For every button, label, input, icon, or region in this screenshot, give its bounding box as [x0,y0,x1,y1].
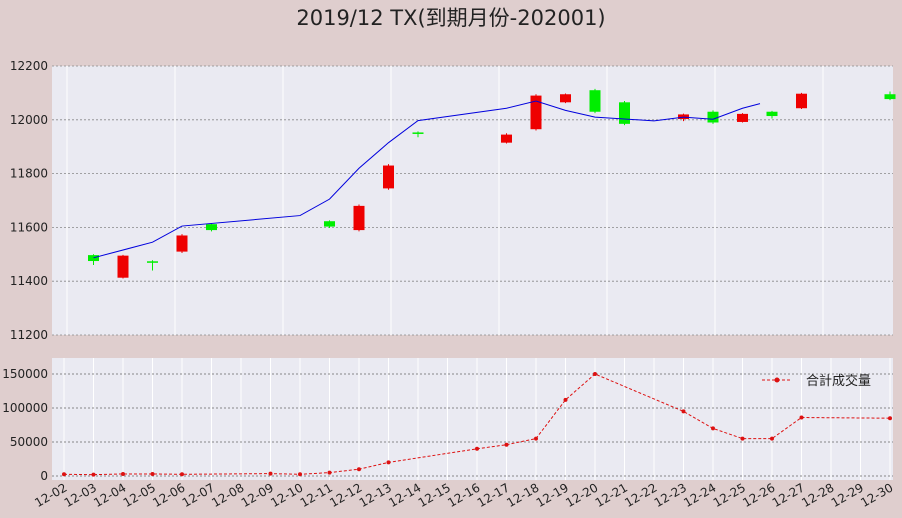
volume-legend: 合計成交量 [762,373,871,389]
volume-point [740,436,745,441]
volume-point [888,416,892,421]
volume-grid [52,358,893,480]
x-tick-label: 12-26 [740,480,777,510]
candle-body [501,134,512,143]
candle-body [383,165,394,189]
x-tick-label: 12-18 [504,480,541,510]
price-y-tick-label: 11200 [10,328,48,342]
x-tick-label: 12-22 [622,480,659,510]
x-tick-label: 12-29 [829,480,866,510]
x-tick-label: 12-05 [121,480,158,510]
x-tick-label: 12-17 [475,480,512,510]
candle-body [88,255,99,262]
volume-point [799,415,804,420]
x-tick-label: 12-20 [563,480,600,510]
ma-polyline [93,100,761,259]
volume-y-tick-label: 100000 [2,401,48,415]
x-tick-label: 12-21 [593,480,630,510]
candle-body [737,113,748,122]
volume-point [268,471,273,476]
volume-series [62,372,892,477]
x-tick-label: 12-09 [239,480,276,510]
chart-title: 2019/12 TX(到期月份-202001) [296,6,606,30]
x-tick-label: 12-02 [32,480,69,510]
volume-point [298,472,302,477]
volume-point [121,471,125,476]
x-tick-label: 12-30 [858,480,895,510]
x-tick-label: 12-19 [534,480,571,510]
x-tick-label: 12-11 [298,480,335,510]
x-tick-label: 12-06 [150,480,187,510]
price-y-tick-label: 11600 [10,220,48,234]
price-y-tick-label: 12000 [10,113,48,127]
x-tick-label: 12-25 [711,480,748,510]
candle-body [412,132,424,134]
candlesticks [88,88,896,279]
x-tick-label: 12-10 [268,480,305,510]
x-tick-label: 12-03 [62,480,99,510]
x-tick-label: 12-08 [209,480,246,510]
volume-point [711,426,715,431]
candle-body [707,111,719,123]
volume-point [386,460,391,465]
x-tick-label: 12-12 [327,480,364,510]
candle-body [324,221,335,227]
volume-point [681,409,686,414]
candle-body [353,205,365,231]
volume-point [150,471,155,476]
legend-label: 合計成交量 [806,373,871,389]
volume-point [534,436,538,441]
volume-point [504,442,509,447]
volume-point [563,397,568,402]
x-tick-label: 12-15 [416,480,453,510]
volume-y-tick-label: 50000 [10,435,48,449]
candle-body [884,94,896,100]
x-tick-label: 12-04 [91,480,128,510]
candle-body [560,94,571,103]
legend-marker [774,377,780,383]
price-y-tick-label: 11400 [10,274,48,288]
price-y-axis-ticks: 11200 11400 11600 11800 12000 12200 [10,59,48,342]
volume-point [770,436,774,441]
volume-plot-area [52,358,893,480]
x-axis-ticks: 12-0212-0312-0412-0512-0612-0712-0812-09… [32,480,895,510]
price-y-tick-label: 12200 [10,59,48,73]
x-tick-label: 12-28 [799,480,836,510]
volume-point [180,472,184,477]
moving-average-line [93,100,761,259]
x-tick-label: 12-13 [357,480,394,510]
volume-point [357,467,361,472]
x-tick-label: 12-14 [386,480,423,510]
candle-body [619,102,630,124]
volume-point [475,446,479,451]
volume-point [327,470,332,475]
x-tick-label: 12-07 [180,480,217,510]
candle-body [117,255,129,278]
candle-body [147,261,158,263]
price-plot-area [52,66,893,335]
volume-point [62,472,66,477]
candle-body [589,90,601,112]
volume-y-tick-label: 150000 [2,367,48,381]
x-tick-label: 12-27 [770,480,807,510]
candle-body [206,224,217,231]
price-grid [52,65,893,336]
candle-body [176,235,188,252]
volume-point [91,472,96,477]
volume-y-tick-label: 0 [40,469,48,483]
price-y-tick-label: 11800 [10,167,48,181]
candle-body [766,111,778,117]
x-tick-label: 12-23 [652,480,689,510]
candle-body [530,95,542,130]
x-tick-label: 12-24 [681,480,718,510]
x-tick-label: 12-16 [445,480,482,510]
volume-point [593,372,597,376]
volume-y-axis-ticks: 0 50000 100000 150000 [2,367,48,483]
candle-body [796,93,807,109]
